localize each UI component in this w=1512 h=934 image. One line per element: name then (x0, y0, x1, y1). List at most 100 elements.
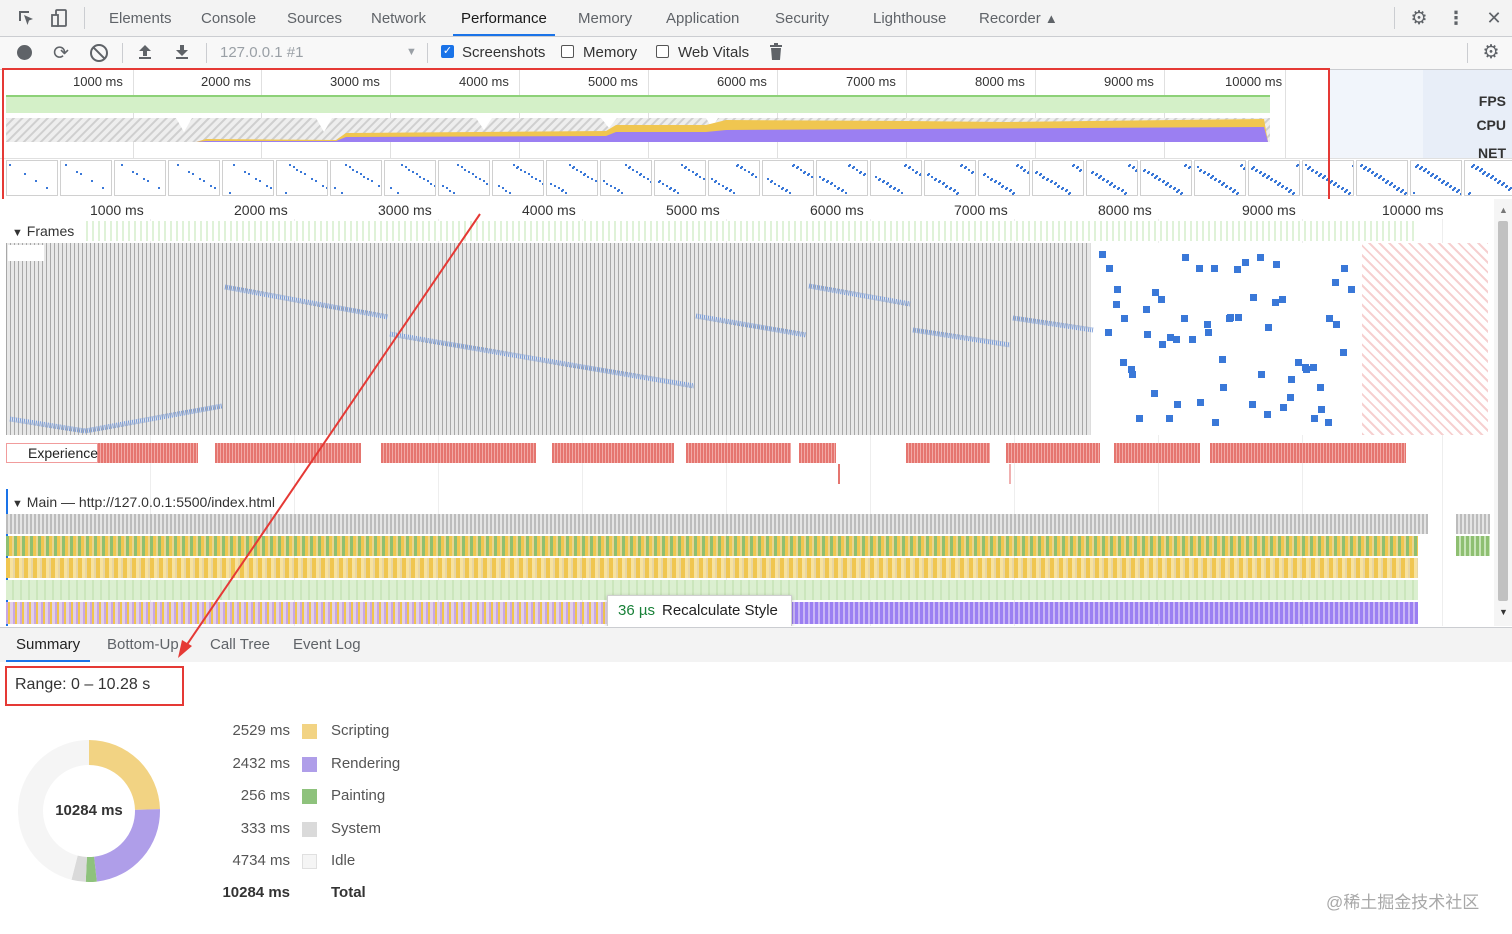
tab-application[interactable]: Application (666, 10, 740, 27)
screenshot-thumbnail[interactable] (6, 160, 58, 196)
tab-bottom-up[interactable]: Bottom-Up (107, 636, 179, 653)
layout-shift-cluster[interactable] (1114, 443, 1200, 463)
activity-row-1-tail (1456, 536, 1490, 556)
event-tooltip: 36 µs Recalculate Style (607, 595, 792, 626)
screenshot-thumbnail[interactable] (438, 160, 490, 196)
tab-elements[interactable]: Elements (109, 10, 172, 27)
layout-shift-cluster[interactable] (799, 443, 836, 463)
triangle-down-icon: ▼ (12, 498, 23, 510)
tab-summary[interactable]: Summary (6, 628, 91, 662)
target-select[interactable]: 127.0.0.1 #1 (220, 44, 304, 61)
screenshot-thumbnail[interactable] (492, 160, 544, 196)
tab-performance[interactable]: Performance (453, 0, 555, 36)
tab-sources[interactable]: Sources (287, 10, 343, 27)
overview-tick-label: 10000 ms (1225, 74, 1283, 89)
screenshots-checkbox[interactable]: ✓ (441, 45, 454, 58)
save-profile-icon[interactable] (173, 43, 191, 66)
more-options-icon[interactable]: ⋮ (1447, 7, 1465, 28)
layout-shift-cluster[interactable] (98, 443, 198, 463)
web-vitals-label: Web Vitals (678, 44, 750, 61)
scroll-down-icon[interactable]: ▼ (1499, 607, 1508, 617)
close-devtools-icon[interactable]: ✕ (1486, 7, 1502, 28)
scrollbar-thumb[interactable] (1498, 221, 1508, 601)
frames-section-header[interactable]: ▼ Frames (12, 223, 74, 239)
screenshot-thumbnail[interactable] (600, 160, 652, 196)
screenshot-thumbnail[interactable] (330, 160, 382, 196)
row-label: System (331, 819, 382, 837)
clear-icon[interactable] (90, 44, 108, 62)
screenshot-thumbnail[interactable] (708, 160, 760, 196)
layout-shift-cluster[interactable] (1006, 443, 1100, 463)
screenshot-thumbnail[interactable] (1032, 160, 1084, 196)
web-vitals-checkbox[interactable] (656, 45, 669, 58)
frame-overlay-lines (9, 283, 1094, 434)
layout-shift-cluster[interactable] (552, 443, 674, 463)
screenshot-thumbnail[interactable] (1194, 160, 1246, 196)
separator (84, 7, 85, 29)
layout-shift-cluster[interactable] (686, 443, 791, 463)
screenshot-thumbnail[interactable] (1356, 160, 1408, 196)
tab-lighthouse[interactable]: Lighthouse (873, 10, 947, 27)
tab-security[interactable]: Security (775, 10, 830, 27)
screenshot-thumbnail[interactable] (978, 160, 1030, 196)
layout-shift-cluster[interactable] (1210, 443, 1406, 463)
scroll-up-icon[interactable]: ▲ (1499, 205, 1508, 215)
chevron-down-icon[interactable]: ▼ (406, 46, 417, 58)
garbage-collect-icon[interactable] (768, 43, 784, 66)
main-thread-header[interactable]: ▼ Main — http://127.0.0.1:5500/index.htm… (12, 494, 275, 510)
row-label: Painting (331, 787, 386, 804)
memory-checkbox[interactable] (561, 45, 574, 58)
inspect-element-icon[interactable] (16, 8, 36, 28)
layout-shift-cluster[interactable] (906, 443, 990, 463)
settings-gear-icon[interactable]: ⚙ (1410, 7, 1428, 29)
tab-console[interactable]: Console (201, 10, 257, 27)
screenshot-thumbnail[interactable] (168, 160, 220, 196)
flame-chart[interactable]: 1000 ms 2000 ms 3000 ms 4000 ms 5000 ms 6000 … (0, 199, 1494, 626)
color-swatch (302, 821, 317, 837)
overview-gridline (1285, 70, 1286, 158)
row-label: Rendering (331, 754, 401, 772)
layout-shift-cluster[interactable] (381, 443, 536, 463)
task-row (6, 514, 1428, 534)
timeline-overview[interactable]: 1000 ms 2000 ms 3000 ms 4000 ms 5000 ms 6000 … (0, 68, 1512, 203)
details-tab-bar: Summary Bottom-Up Call Tree Event Log (0, 627, 1512, 663)
tab-event-log[interactable]: Event Log (293, 636, 361, 653)
screenshot-thumbnail[interactable] (654, 160, 706, 196)
screenshot-thumbnail[interactable] (1464, 160, 1512, 196)
screenshot-thumbnail[interactable] (1248, 160, 1300, 196)
flame-scrollbar[interactable]: ▲ ▼ (1494, 199, 1512, 626)
screenshot-thumbnail[interactable] (546, 160, 598, 196)
screenshot-thumbnail[interactable] (762, 160, 814, 196)
tab-call-tree[interactable]: Call Tree (210, 636, 271, 653)
screenshot-thumbnail[interactable] (1410, 160, 1462, 196)
screenshot-thumbnail[interactable] (924, 160, 976, 196)
overview-tick-label: 9000 ms (1104, 74, 1154, 89)
tab-recorder[interactable]: Recorder ▲ (971, 0, 1066, 36)
screenshot-thumbnail[interactable] (114, 160, 166, 196)
device-toolbar-icon[interactable] (50, 8, 70, 28)
layout-shift-cluster[interactable] (215, 443, 361, 463)
screenshot-thumbnail[interactable] (384, 160, 436, 196)
overview-tick-label: 4000 ms (459, 74, 509, 89)
screenshot-thumbnail[interactable] (1140, 160, 1192, 196)
tab-memory[interactable]: Memory (578, 10, 633, 27)
frames-label: Frames (26, 223, 75, 239)
cpu-graph (6, 118, 1270, 142)
row-value: 256 ms (240, 787, 290, 804)
separator (122, 43, 123, 63)
screenshot-thumbnail[interactable] (870, 160, 922, 196)
row-label: Scripting (331, 722, 390, 739)
tab-network[interactable]: Network (371, 10, 427, 27)
screenshot-thumbnail[interactable] (222, 160, 274, 196)
main-thread-label: Main — http://127.0.0.1:5500/index.html (26, 494, 276, 510)
screenshot-thumbnail[interactable] (1086, 160, 1138, 196)
record-icon[interactable] (17, 45, 32, 60)
screenshot-thumbnail[interactable] (276, 160, 328, 196)
screenshot-thumbnail[interactable] (816, 160, 868, 196)
capture-settings-gear-icon[interactable]: ⚙ (1482, 41, 1500, 63)
reload-record-icon[interactable]: ⟳ (53, 42, 69, 64)
overview-tick-label: 8000 ms (975, 74, 1025, 89)
screenshot-thumbnail[interactable] (60, 160, 112, 196)
dropped-frames-area (1362, 243, 1488, 435)
load-profile-icon[interactable] (136, 43, 154, 66)
